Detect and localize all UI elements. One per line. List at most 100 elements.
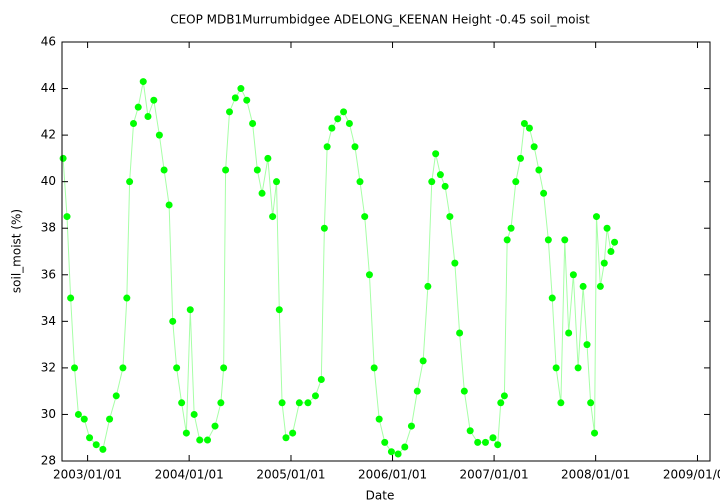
data-point [173, 364, 181, 372]
data-point [225, 108, 233, 116]
data-point [365, 271, 373, 279]
data-point [561, 236, 569, 244]
data-point [525, 124, 533, 132]
data-point [311, 392, 319, 400]
data-point [273, 178, 281, 186]
y-tick-label: 38 [41, 221, 56, 235]
data-point [253, 166, 261, 174]
data-point [320, 224, 328, 232]
data-point [419, 357, 427, 365]
data-point [489, 434, 497, 442]
data-point [334, 115, 342, 123]
data-point [569, 271, 577, 279]
data-point [565, 329, 573, 337]
data-point [413, 387, 421, 395]
data-point [178, 399, 186, 407]
data-point [59, 154, 67, 162]
data-point [552, 364, 560, 372]
y-tick-label: 34 [41, 314, 56, 328]
data-point [134, 103, 142, 111]
data-point [243, 96, 251, 104]
data-point [196, 436, 204, 444]
data-point [607, 248, 615, 255]
x-tick-label: 2004/01/01 [155, 468, 224, 482]
data-point [579, 282, 587, 290]
data-point [231, 94, 239, 102]
y-axis-label: soil_moist (%) [10, 209, 24, 293]
data-point [530, 143, 538, 151]
data-point [304, 399, 312, 407]
data-point [119, 364, 127, 372]
chart-title: CEOP MDB1Murrumbidgee ADELONG_KEENAN Hei… [170, 13, 590, 27]
data-point [424, 282, 432, 290]
data-point [497, 399, 505, 407]
data-point [375, 415, 383, 423]
data-point [361, 213, 369, 221]
data-point [407, 422, 415, 430]
data-point [86, 434, 94, 442]
y-tick-label: 46 [41, 35, 56, 49]
data-point [92, 441, 100, 449]
data-point [237, 85, 245, 93]
data-point [500, 392, 508, 400]
data-point [441, 182, 449, 190]
data-point [351, 143, 359, 151]
data-point [600, 259, 608, 267]
x-tick-label: 2006/01/01 [358, 468, 427, 482]
data-point [436, 171, 444, 179]
data-point [165, 201, 173, 209]
data-point [295, 399, 303, 407]
data-point [387, 448, 395, 456]
data-point [446, 213, 454, 221]
data-point [548, 294, 556, 302]
data-point [323, 143, 331, 151]
data-point [356, 178, 364, 186]
x-tick-label: 2007/01/01 [460, 468, 529, 482]
data-point [466, 427, 474, 435]
data-point [67, 294, 75, 302]
data-point [520, 119, 528, 127]
data-point [126, 178, 134, 186]
data-point [535, 166, 543, 174]
data-point [503, 236, 511, 244]
data-point [340, 108, 348, 116]
data-point [106, 415, 114, 423]
data-point [328, 124, 336, 132]
data-point [592, 213, 600, 221]
data-point [512, 178, 520, 186]
data-point [474, 438, 482, 446]
data-point [381, 438, 389, 446]
data-point [112, 392, 120, 400]
data-point [317, 376, 325, 384]
y-tick-label: 28 [41, 454, 56, 468]
data-point [204, 436, 212, 444]
data-point [456, 329, 464, 337]
data-point [544, 236, 552, 244]
data-point [186, 306, 194, 314]
data-point [289, 429, 297, 437]
data-point [249, 119, 257, 127]
data-point [596, 282, 604, 290]
data-point [144, 112, 152, 120]
data-point [583, 341, 591, 349]
data-point [428, 178, 436, 186]
y-tick-label: 36 [41, 267, 56, 281]
data-point [190, 410, 198, 418]
data-line [62, 81, 616, 455]
plot-border [61, 41, 711, 462]
data-point [282, 434, 290, 442]
data-point [507, 224, 515, 232]
data-point [150, 96, 158, 104]
data-point [460, 387, 468, 395]
x-tick-label: 2009/01/01 [663, 468, 720, 482]
y-tick-label: 30 [41, 407, 56, 421]
data-point [591, 429, 599, 437]
plot-area [59, 78, 619, 458]
x-axis-label: Date [366, 489, 395, 503]
data-point [394, 450, 402, 458]
data-point [517, 154, 525, 162]
data-point [220, 364, 228, 372]
data-point [63, 213, 71, 221]
